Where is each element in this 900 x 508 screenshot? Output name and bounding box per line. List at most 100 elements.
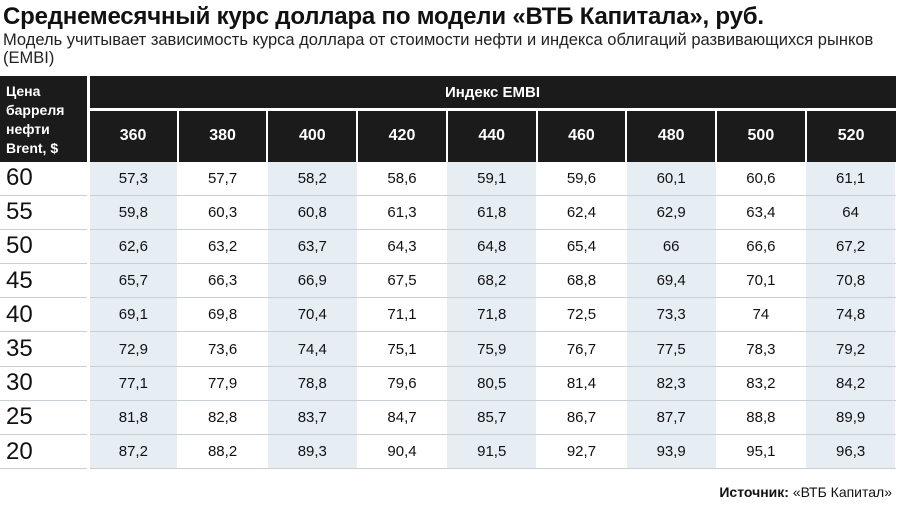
table-cell: 70,4 bbox=[267, 297, 358, 333]
table-cell: 64,8 bbox=[446, 229, 538, 265]
table-cell: 58,6 bbox=[357, 161, 448, 196]
table-row: 40 69,1 69,8 70,4 71,1 71,8 72,5 73,3 74 74,8 bbox=[0, 297, 896, 333]
column-header-4: 440 bbox=[446, 109, 538, 162]
table-cell: 70,1 bbox=[716, 263, 807, 299]
column-header-8: 520 bbox=[805, 109, 896, 162]
table-cell: 60,6 bbox=[716, 161, 807, 196]
row-header-cell: 30 bbox=[0, 366, 90, 401]
exchange-rate-table-container: Цена барреля нефти Brent, $ Индекс EMBI … bbox=[0, 76, 900, 470]
row-header-cell: 50 bbox=[0, 229, 90, 265]
row-header-cell: 35 bbox=[0, 331, 90, 367]
row-header-cell: 45 bbox=[0, 263, 90, 299]
table-cell: 69,8 bbox=[177, 297, 268, 333]
table-cell: 86,7 bbox=[536, 400, 627, 436]
table-row: 35 72,9 73,6 74,4 75,1 75,9 76,7 77,5 78,3 79,2 bbox=[0, 331, 896, 367]
table-cell: 73,6 bbox=[177, 331, 268, 367]
row-header-cell: 55 bbox=[0, 195, 90, 230]
exchange-rate-table: Цена барреля нефти Brent, $ Индекс EMBI … bbox=[0, 76, 896, 470]
table-cell: 74 bbox=[716, 297, 807, 333]
table-header-row-columns: 360 380 400 420 440 460 480 500 520 bbox=[0, 109, 896, 162]
table-cell: 62,9 bbox=[626, 195, 717, 230]
table-cell: 75,9 bbox=[446, 331, 538, 367]
table-body: 60 57,3 57,7 58,2 58,6 59,1 59,6 60,1 60,6 61,1 55… bbox=[0, 161, 896, 470]
table-cell: 79,2 bbox=[805, 331, 896, 367]
column-header-2: 400 bbox=[267, 109, 359, 162]
table-cell: 78,8 bbox=[267, 366, 358, 401]
table-cell: 81,4 bbox=[536, 366, 627, 401]
table-cell: 96,3 bbox=[805, 434, 896, 470]
table-row: 20 87,2 88,2 89,3 90,4 91,5 92,7 93,9 95,1 96,3 bbox=[0, 434, 896, 470]
table-cell: 63,7 bbox=[267, 229, 358, 265]
table-cell: 63,4 bbox=[716, 195, 807, 230]
table-row: 45 65,7 66,3 66,9 67,5 68,2 68,8 69,4 70,1 70,8 bbox=[0, 263, 896, 299]
table-cell: 65,7 bbox=[88, 263, 179, 299]
table-cell: 72,9 bbox=[88, 331, 179, 367]
table-cell: 93,9 bbox=[626, 434, 717, 470]
table-cell: 95,1 bbox=[716, 434, 807, 470]
table-cell: 66,3 bbox=[177, 263, 268, 299]
table-cell: 59,1 bbox=[446, 161, 538, 196]
table-cell: 60,1 bbox=[626, 161, 717, 196]
table-cell: 61,3 bbox=[357, 195, 448, 230]
table-cell: 72,5 bbox=[536, 297, 627, 333]
table-cell: 57,3 bbox=[88, 161, 179, 196]
table-cell: 61,1 bbox=[805, 161, 896, 196]
table-cell: 57,7 bbox=[177, 161, 268, 196]
table-cell: 82,8 bbox=[177, 400, 268, 436]
row-header-cell: 40 bbox=[0, 297, 90, 333]
table-cell: 74,8 bbox=[805, 297, 896, 333]
table-cell: 68,8 bbox=[536, 263, 627, 299]
table-cell: 65,4 bbox=[536, 229, 627, 265]
table-cell: 85,7 bbox=[446, 400, 538, 436]
table-cell: 60,8 bbox=[267, 195, 358, 230]
table-cell: 69,1 bbox=[88, 297, 179, 333]
table-cell: 64 bbox=[805, 195, 896, 230]
table-cell: 89,3 bbox=[267, 434, 358, 470]
table-row: 55 59,8 60,3 60,8 61,3 61,8 62,4 62,9 63,4 64 bbox=[0, 195, 896, 230]
table-cell: 77,9 bbox=[177, 366, 268, 401]
table-cell: 62,4 bbox=[536, 195, 627, 230]
page-subtitle: Модель учитывает зависимость курса долла… bbox=[3, 31, 874, 67]
table-cell: 82,3 bbox=[626, 366, 717, 401]
table-cell: 88,8 bbox=[716, 400, 807, 436]
table-cell: 64,3 bbox=[357, 229, 448, 265]
column-header-7: 500 bbox=[716, 109, 807, 162]
table-cell: 77,5 bbox=[626, 331, 717, 367]
table-cell: 69,4 bbox=[626, 263, 717, 299]
table-cell: 59,8 bbox=[88, 195, 179, 230]
table-cell: 75,1 bbox=[357, 331, 448, 367]
source-value: «ВТБ Капитал» bbox=[792, 484, 892, 500]
table-cell: 71,8 bbox=[446, 297, 538, 333]
table-cell: 71,1 bbox=[357, 297, 448, 333]
page-title: Среднемесячный курс доллара по модели «В… bbox=[3, 3, 764, 30]
table-cell: 58,2 bbox=[267, 161, 358, 196]
table-cell: 67,2 bbox=[805, 229, 896, 265]
table-cell: 83,2 bbox=[716, 366, 807, 401]
table-cell: 60,3 bbox=[177, 195, 268, 230]
table-row: 50 62,6 63,2 63,7 64,3 64,8 65,4 66 66,6 67,2 bbox=[0, 229, 896, 265]
row-header-label: Цена барреля нефти Brent, $ bbox=[0, 76, 90, 162]
table-cell: 63,2 bbox=[177, 229, 268, 265]
table-cell: 91,5 bbox=[446, 434, 538, 470]
column-header-3: 420 bbox=[357, 109, 448, 162]
table-cell: 74,4 bbox=[267, 331, 358, 367]
table-cell: 66,6 bbox=[716, 229, 807, 265]
table-cell: 84,7 bbox=[357, 400, 448, 436]
row-header-cell: 20 bbox=[0, 434, 90, 470]
table-cell: 87,7 bbox=[626, 400, 717, 436]
table-cell: 83,7 bbox=[267, 400, 358, 436]
row-header-cell: 60 bbox=[0, 161, 90, 196]
table-cell: 61,8 bbox=[446, 195, 538, 230]
column-header-0: 360 bbox=[88, 109, 179, 162]
column-header-5: 460 bbox=[536, 109, 628, 162]
table-cell: 73,3 bbox=[626, 297, 717, 333]
table-cell: 84,2 bbox=[805, 366, 896, 401]
table-cell: 78,3 bbox=[716, 331, 807, 367]
column-header-6: 480 bbox=[626, 109, 718, 162]
table-cell: 81,8 bbox=[88, 400, 179, 436]
source-label: Источник: bbox=[719, 484, 789, 500]
column-group-label: Индекс EMBI bbox=[88, 76, 896, 111]
row-header-cell: 25 bbox=[0, 400, 90, 436]
table-cell: 70,8 bbox=[805, 263, 896, 299]
source-note: Источник: «ВТБ Капитал» bbox=[719, 484, 892, 500]
